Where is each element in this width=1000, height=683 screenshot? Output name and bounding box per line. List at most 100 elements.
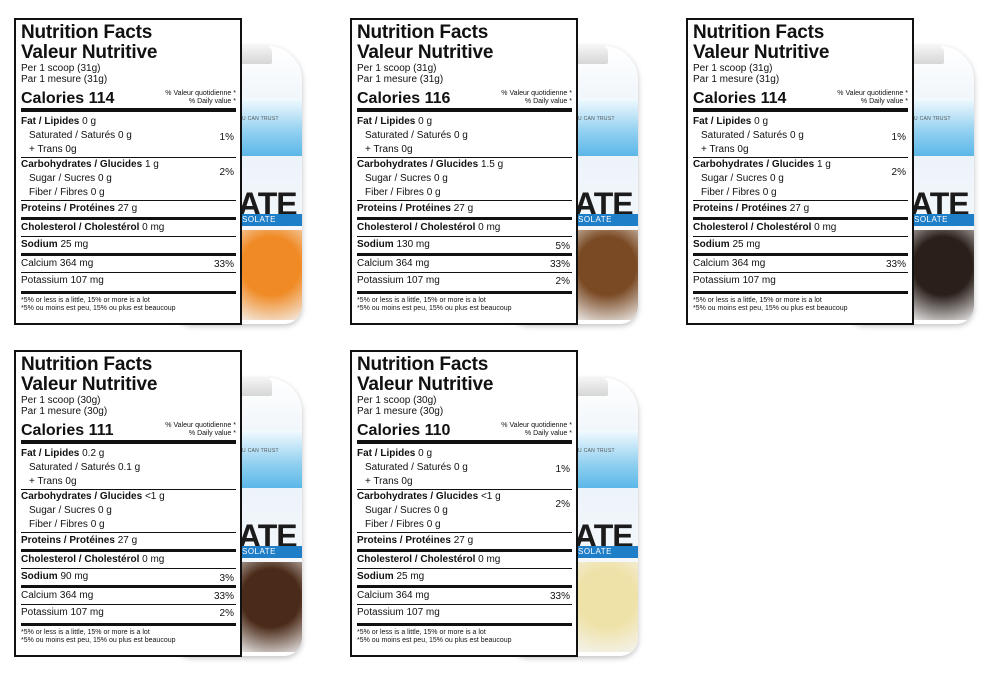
fat-label: Fat / Lipides xyxy=(357,448,416,459)
cholesterol-value: 0 mg xyxy=(478,554,501,565)
sodium-row: Sodium 25 mg xyxy=(357,568,572,585)
calcium-dv: 33% xyxy=(213,591,234,602)
calories-value: 116 xyxy=(424,90,451,107)
calcium-row: Calcium 364 mg 33% xyxy=(357,585,572,604)
fiber-row: Fiber / Fibres 0 g xyxy=(693,186,908,200)
bottle-tagline: U CAN TRUST xyxy=(242,448,279,454)
title-fr: Valeur Nutritive xyxy=(357,374,494,395)
potassium-row: Potassium 107 mg xyxy=(693,272,908,289)
fat-dv: 1% xyxy=(555,464,570,475)
calories-label: Calories xyxy=(357,422,421,439)
saturated-label: Saturated / Saturés xyxy=(29,462,116,473)
cholesterol-row: Cholesterol / Cholestérol 0 mg xyxy=(21,217,236,236)
sugar-label: Sugar / Sucres xyxy=(365,173,432,184)
carb-value: <1 g xyxy=(144,491,165,502)
carb-value: 1 g xyxy=(144,159,159,170)
footnote: *5% or less is a little, 15% or more is … xyxy=(21,623,236,645)
sugar-value: 0 g xyxy=(97,173,112,184)
carb-value: <1 g xyxy=(480,491,501,502)
potassium-label: Potassium xyxy=(357,275,404,286)
calcium-label: Calcium xyxy=(21,590,58,601)
bottle-subtitle: SOLATE xyxy=(238,214,302,226)
sugar-label: Sugar / Sucres xyxy=(701,173,768,184)
dv-header-fr: % Valeur quotidienne * xyxy=(165,422,236,429)
sodium-row: Sodium 130 mg 5% xyxy=(357,236,572,253)
calories-label: Calories xyxy=(357,90,421,107)
calories-value: 111 xyxy=(88,422,114,439)
sugar-row: Sugar / Sucres 0 g 2% xyxy=(21,167,236,186)
potassium-label: Potassium xyxy=(357,607,404,618)
calcium-dv: 33% xyxy=(549,259,570,270)
calories-value: 110 xyxy=(424,422,451,439)
fat-label: Fat / Lipides xyxy=(21,116,80,127)
trans-label: + Trans xyxy=(365,144,399,155)
dv-header: % Valeur quotidienne * % Daily value * xyxy=(165,90,236,106)
calcium-label: Calcium xyxy=(357,590,394,601)
saturated-label: Saturated / Saturés xyxy=(29,130,116,141)
cholesterol-label: Cholesterol / Cholestérol xyxy=(357,222,476,233)
protein-row: Proteins / Protéines 27 g xyxy=(357,200,572,217)
fiber-label: Fiber / Fibres xyxy=(365,187,424,198)
fiber-value: 0 g xyxy=(762,187,777,198)
calcium-value: 364 mg xyxy=(395,590,430,601)
protein-value: 27 g xyxy=(789,203,810,214)
potassium-dv: 2% xyxy=(219,608,234,619)
calcium-value: 364 mg xyxy=(395,258,430,269)
title-fr: Valeur Nutritive xyxy=(21,374,158,395)
potassium-dv: 2% xyxy=(555,276,570,287)
sodium-row: Sodium 90 mg 3% xyxy=(21,568,236,585)
sugar-row: Sugar / Sucres 0 g xyxy=(357,172,572,186)
title-en: Nutrition Facts xyxy=(21,354,153,375)
trans-row: + Trans 0g xyxy=(21,143,236,157)
saturated-value: 0.1 g xyxy=(117,462,141,473)
fiber-value: 0 g xyxy=(426,187,441,198)
sodium-value: 25 mg xyxy=(60,239,89,250)
fiber-row: Fiber / Fibres 0 g xyxy=(357,518,572,532)
fiber-label: Fiber / Fibres xyxy=(701,187,760,198)
fat-row: Fat / Lipides 0.2 g xyxy=(21,447,236,461)
title-fr: Valeur Nutritive xyxy=(693,42,830,63)
carb-row: Carbohydrates / Glucides <1 g xyxy=(21,489,236,504)
fat-dv: 1% xyxy=(891,132,906,143)
saturated-label: Saturated / Saturés xyxy=(701,130,788,141)
cholesterol-label: Cholesterol / Cholestérol xyxy=(693,222,812,233)
sugar-value: 0 g xyxy=(97,505,112,516)
trans-value: 0g xyxy=(65,144,77,155)
dv-header: % Valeur quotidienne * % Daily value * xyxy=(165,422,236,438)
carb-row: Carbohydrates / Glucides 1 g xyxy=(21,157,236,172)
calcium-row: Calcium 364 mg 33% xyxy=(693,253,908,272)
fiber-label: Fiber / Fibres xyxy=(365,519,424,530)
sodium-label: Sodium xyxy=(21,239,58,250)
nutrition-panel: U CAN TRUST ATE SOLATE Nutrition Facts V… xyxy=(340,340,660,660)
cholesterol-row: Cholesterol / Cholestérol 0 mg xyxy=(357,217,572,236)
carb-label: Carbohydrates / Glucides xyxy=(21,159,143,170)
fat-label: Fat / Lipides xyxy=(21,448,80,459)
nutrition-label: Nutrition Facts Valeur Nutritive Per 1 s… xyxy=(350,18,578,325)
fiber-row: Fiber / Fibres 0 g xyxy=(21,518,236,532)
protein-value: 27 g xyxy=(453,203,474,214)
saturated-label: Saturated / Saturés xyxy=(365,130,452,141)
serving-en: Per 1 scoop (31g) xyxy=(693,63,773,74)
saturated-row: Saturated / Saturés 0 g 1% xyxy=(693,129,908,143)
carb-row: Carbohydrates / Glucides <1 g xyxy=(357,489,572,504)
footnote-fr: *5% ou moins est peu, 15% ou plus est be… xyxy=(693,305,848,312)
protein-label: Proteins / Protéines xyxy=(21,203,115,214)
serving-fr: Par 1 mesure (31g) xyxy=(357,74,444,85)
calories-row: Calories 116 % Valeur quotidienne * % Da… xyxy=(357,90,572,112)
calcium-value: 364 mg xyxy=(59,590,94,601)
carb-row: Carbohydrates / Glucides 1 g xyxy=(693,157,908,172)
calcium-row: Calcium 364 mg 33% xyxy=(21,585,236,604)
fat-value: 0 g xyxy=(418,448,433,459)
cholesterol-label: Cholesterol / Cholestérol xyxy=(357,554,476,565)
dv-header-en: % Daily value * xyxy=(188,430,236,437)
cholesterol-value: 0 mg xyxy=(478,222,501,233)
calcium-label: Calcium xyxy=(357,258,394,269)
dv-header-en: % Daily value * xyxy=(524,98,572,105)
bottle-subtitle: SOLATE xyxy=(238,546,302,558)
fat-row: Fat / Lipides 0 g xyxy=(693,115,908,129)
footnote: *5% or less is a little, 15% or more is … xyxy=(357,623,572,645)
potassium-row: Potassium 107 mg 2% xyxy=(21,604,236,621)
calories-label: Calories xyxy=(693,90,757,107)
nutrition-label: Nutrition Facts Valeur Nutritive Per 1 s… xyxy=(350,350,578,657)
calories-row: Calories 111 % Valeur quotidienne * % Da… xyxy=(21,422,236,444)
